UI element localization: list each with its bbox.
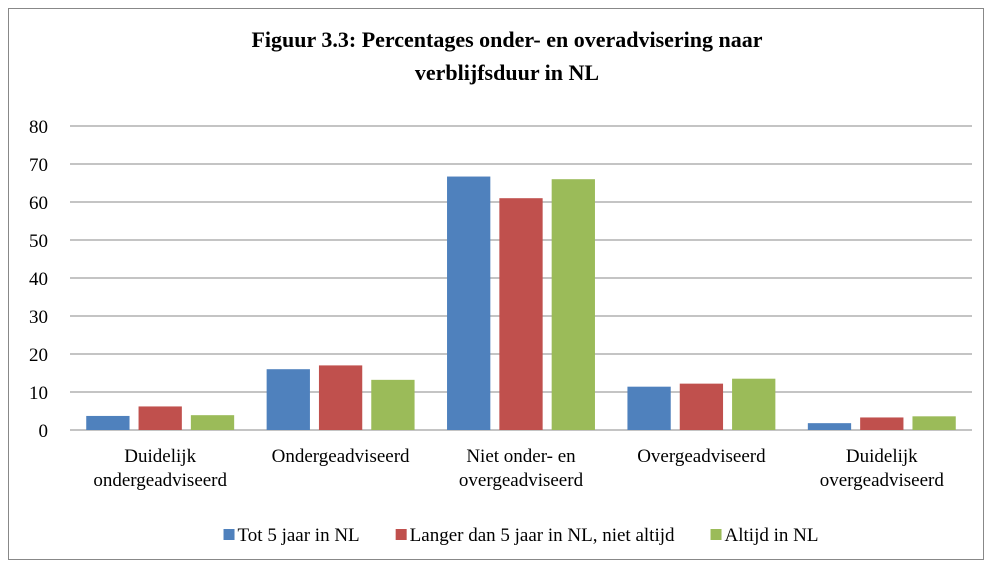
chart-frame	[8, 8, 984, 560]
y-tick-label: 20	[29, 345, 48, 366]
bar	[551, 179, 595, 430]
x-tick-label: Duidelijk overgeadviseerd	[820, 446, 945, 491]
x-tick-label: Niet onder- en overgeadviseerd	[459, 446, 584, 491]
legend-swatch	[710, 529, 722, 540]
y-tick-label: 0	[39, 421, 49, 442]
y-tick-label: 40	[29, 269, 48, 290]
y-tick-label: 50	[29, 231, 48, 252]
bar	[447, 176, 491, 430]
bar	[860, 417, 904, 430]
bar	[86, 415, 130, 430]
bar	[732, 378, 776, 430]
bar	[371, 379, 415, 430]
bar	[190, 415, 235, 430]
bar	[318, 365, 363, 430]
legend-label: Langer dan 5 jaar in NL, niet altijd	[410, 525, 675, 546]
y-tick-label: 10	[29, 383, 48, 404]
y-tick-label: 30	[29, 307, 48, 328]
legend-swatch	[223, 529, 235, 540]
y-tick-label: 80	[29, 117, 48, 138]
x-tick-label: Ondergeadviseerd	[272, 446, 410, 467]
bar	[807, 423, 852, 430]
bar	[627, 386, 671, 430]
legend-swatch	[395, 529, 407, 540]
y-tick-label: 70	[29, 155, 48, 176]
bar	[499, 198, 543, 430]
bar	[266, 369, 310, 430]
bar	[138, 406, 182, 430]
x-tick-label: Duidelijk ondergeadviseerd	[93, 446, 227, 491]
legend-label: Altijd in NL	[725, 525, 819, 546]
bar	[679, 383, 724, 430]
bar	[912, 416, 956, 430]
y-tick-label: 60	[29, 193, 48, 214]
chart-title: Figuur 3.3: Percentages onder- en overad…	[251, 27, 762, 85]
legend-label: Tot 5 jaar in NL	[238, 525, 360, 546]
x-tick-label: Overgeadviseerd	[637, 446, 766, 467]
